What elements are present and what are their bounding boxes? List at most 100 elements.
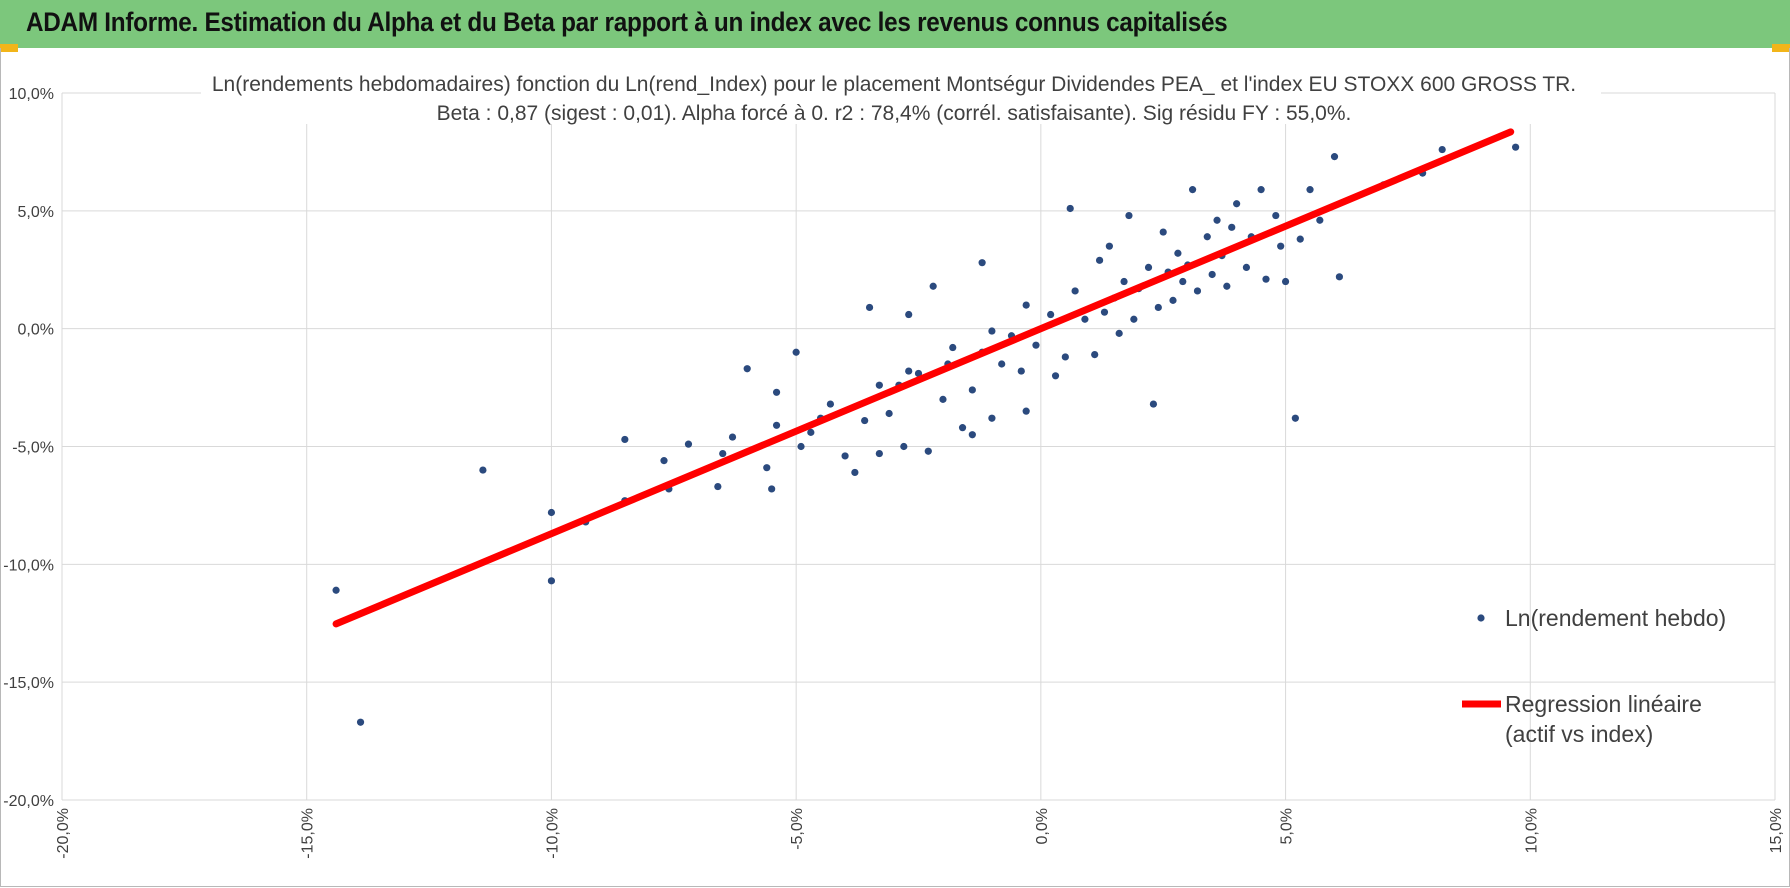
data-point bbox=[1120, 277, 1128, 286]
data-point bbox=[547, 508, 556, 517]
data-point bbox=[924, 447, 932, 455]
data-point bbox=[1277, 242, 1285, 250]
data-point bbox=[1091, 350, 1099, 359]
data-point bbox=[988, 414, 996, 422]
data-point bbox=[797, 442, 805, 451]
data-point bbox=[1071, 287, 1079, 295]
corner-marker-right bbox=[1772, 44, 1790, 52]
data-point bbox=[1438, 145, 1446, 154]
x-tick-label: 15,0% bbox=[1768, 808, 1785, 853]
data-point bbox=[949, 343, 957, 352]
data-point bbox=[1330, 153, 1339, 161]
data-point bbox=[1257, 186, 1265, 194]
axis-tick-labels: -20,0% -15,0% -10,0% -5,0% 0,0% 5,0% 10,0% 15,0… bbox=[3, 86, 1785, 859]
data-point bbox=[1203, 233, 1211, 241]
chart-title: Ln(rendements hebdomadaires) fonction du… bbox=[201, 66, 1601, 125]
data-point bbox=[719, 449, 727, 458]
data-point bbox=[988, 327, 996, 335]
data-point bbox=[1296, 235, 1304, 243]
data-point bbox=[875, 381, 883, 389]
data-point bbox=[1316, 216, 1324, 224]
grid-lines bbox=[61, 92, 1776, 801]
data-point bbox=[1061, 353, 1069, 361]
data-point bbox=[1242, 263, 1251, 271]
data-point bbox=[1335, 273, 1344, 281]
y-tick-label: -5,0% bbox=[12, 440, 54, 457]
data-point bbox=[1032, 341, 1040, 349]
data-point bbox=[714, 482, 722, 491]
data-point bbox=[968, 431, 976, 439]
legend: Ln(rendement hebdo) Regression linéaire (… bbox=[1462, 605, 1726, 747]
data-point bbox=[978, 259, 986, 267]
chart-area: Ln(rendements hebdomadaires) fonction du… bbox=[0, 48, 1790, 887]
x-tick-label: 5,0% bbox=[1279, 808, 1296, 844]
legend-point-marker bbox=[1477, 614, 1485, 622]
data-point bbox=[1193, 287, 1202, 295]
data-point bbox=[772, 388, 781, 396]
x-tick-label: 10,0% bbox=[1523, 808, 1540, 853]
data-point bbox=[1223, 282, 1231, 290]
data-point bbox=[792, 348, 800, 356]
data-point bbox=[772, 421, 781, 429]
data-point bbox=[1022, 407, 1030, 415]
data-point bbox=[875, 449, 883, 458]
data-point bbox=[621, 435, 629, 444]
data-point bbox=[885, 409, 893, 418]
data-point bbox=[861, 416, 869, 425]
data-point bbox=[1130, 315, 1138, 323]
data-point bbox=[684, 440, 693, 448]
y-tick-label: -15,0% bbox=[3, 675, 54, 692]
legend-label-line: (actif vs index) bbox=[1505, 721, 1653, 747]
legend-label-points: Ln(rendement hebdo) bbox=[1505, 605, 1726, 631]
data-point bbox=[1144, 263, 1153, 271]
page-title: ADAM Informe. Estimation du Alpha et du … bbox=[26, 7, 1228, 37]
regression-line-group bbox=[332, 128, 1515, 628]
data-point bbox=[743, 365, 751, 373]
data-point bbox=[1154, 303, 1162, 312]
data-point bbox=[1272, 211, 1280, 220]
data-point bbox=[998, 360, 1006, 368]
y-tick-label: 5,0% bbox=[18, 204, 54, 221]
data-point bbox=[968, 386, 976, 394]
data-point bbox=[1081, 315, 1089, 323]
corner-marker-left bbox=[0, 44, 18, 52]
y-tick-label: -10,0% bbox=[3, 557, 54, 574]
legend-label-line: Regression linéaire bbox=[1505, 691, 1702, 717]
data-point bbox=[807, 428, 815, 436]
data-point bbox=[1233, 200, 1241, 208]
scatter-chart: Ln(rendements hebdomadaires) fonction du… bbox=[3, 66, 1785, 859]
data-point bbox=[1051, 372, 1060, 380]
data-point bbox=[958, 424, 967, 432]
data-point bbox=[1022, 301, 1030, 309]
data-point bbox=[1208, 270, 1216, 279]
x-tick-label: -10,0% bbox=[544, 808, 561, 859]
data-point bbox=[332, 586, 340, 594]
y-tick-label: 0,0% bbox=[18, 322, 54, 339]
data-point bbox=[900, 442, 908, 451]
data-point bbox=[939, 395, 947, 403]
data-point bbox=[1017, 367, 1025, 375]
data-point bbox=[728, 433, 737, 441]
x-tick-label: -20,0% bbox=[55, 808, 72, 859]
data-point bbox=[1066, 204, 1074, 213]
x-tick-label: 0,0% bbox=[1034, 808, 1051, 844]
y-tick-label: 10,0% bbox=[9, 86, 54, 103]
data-point bbox=[1047, 310, 1055, 319]
chart-title-line-1: Ln(rendements hebdomadaires) fonction du… bbox=[212, 73, 1576, 96]
data-point bbox=[929, 282, 937, 290]
data-point bbox=[1169, 296, 1177, 304]
data-point bbox=[768, 485, 776, 493]
y-tick-label: -20,0% bbox=[3, 793, 54, 810]
data-point bbox=[1188, 186, 1197, 194]
data-point bbox=[851, 468, 859, 477]
data-point bbox=[1100, 308, 1109, 316]
data-point bbox=[826, 400, 835, 408]
data-point bbox=[1174, 249, 1182, 257]
data-point bbox=[1105, 242, 1113, 250]
data-point bbox=[1115, 329, 1123, 337]
data-point bbox=[1291, 414, 1299, 422]
data-point bbox=[1149, 400, 1158, 408]
data-point bbox=[1159, 228, 1167, 236]
chart-title-background bbox=[201, 66, 1601, 124]
chart-title-line-2: Beta : 0,87 (sigest : 0,01). Alpha forcé… bbox=[437, 102, 1352, 125]
